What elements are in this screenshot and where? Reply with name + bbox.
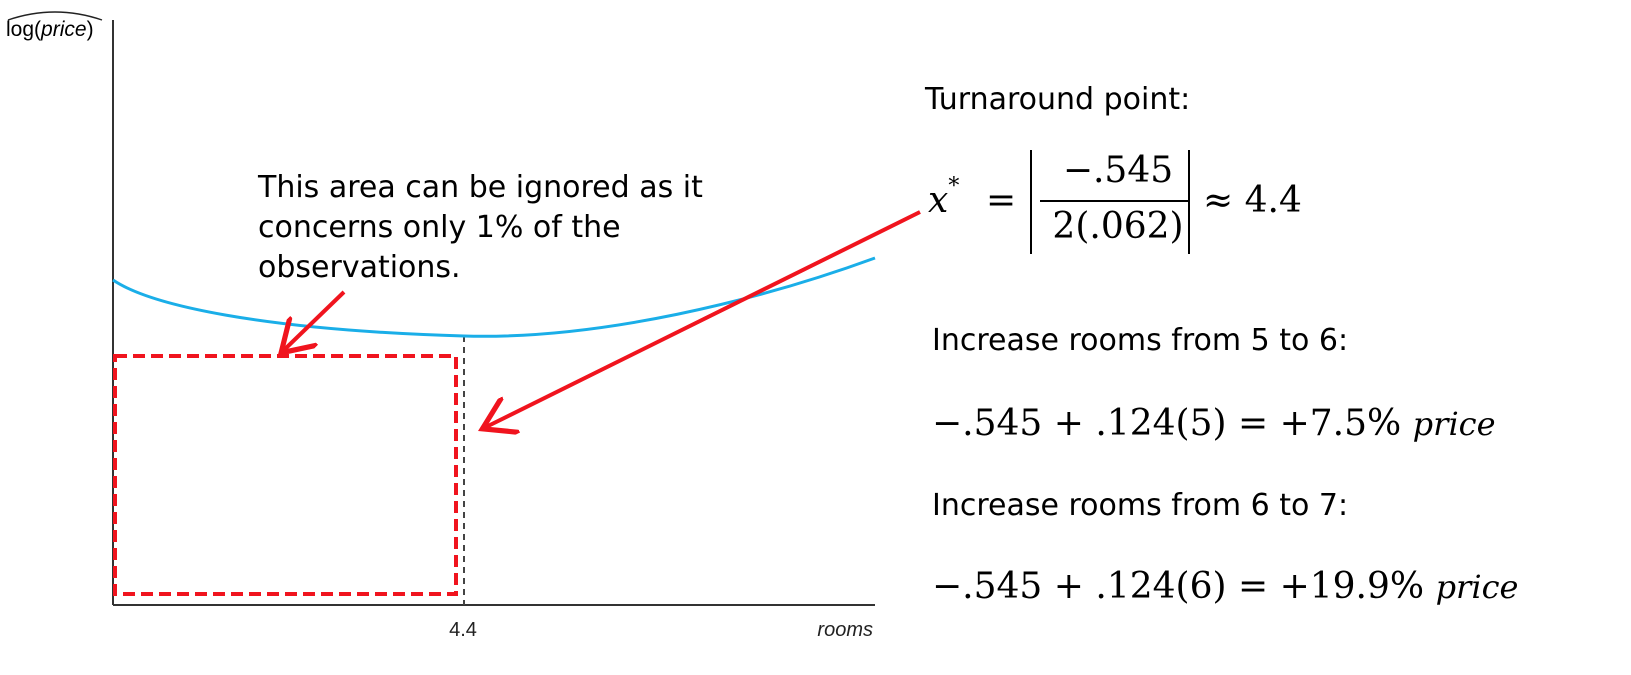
ignored-area-box: [113, 354, 458, 596]
ignored-area-note: This area can be ignored as it concerns …: [258, 170, 703, 285]
turnaround-title: Turnaround point:: [925, 82, 1191, 117]
turnaround-arrow: [486, 210, 921, 427]
hat-symbol: [7, 11, 103, 21]
note-arrow: [284, 290, 346, 350]
x-axis-label: rooms: [817, 619, 873, 641]
increase-5-6-title: Increase rooms from 5 to 6:: [932, 323, 1349, 358]
x-tick-label: 4.4: [449, 619, 477, 641]
increase-5-6-formula: −.545 + .124(5) = +7.5% price: [932, 403, 1496, 444]
y-axis-label: log(price): [6, 18, 94, 41]
increase-6-7-title: Increase rooms from 6 to 7:: [932, 488, 1349, 523]
increase-6-7-formula: −.545 + .124(6) = +19.9% price: [932, 566, 1519, 607]
fitted-curve: [112, 256, 876, 338]
